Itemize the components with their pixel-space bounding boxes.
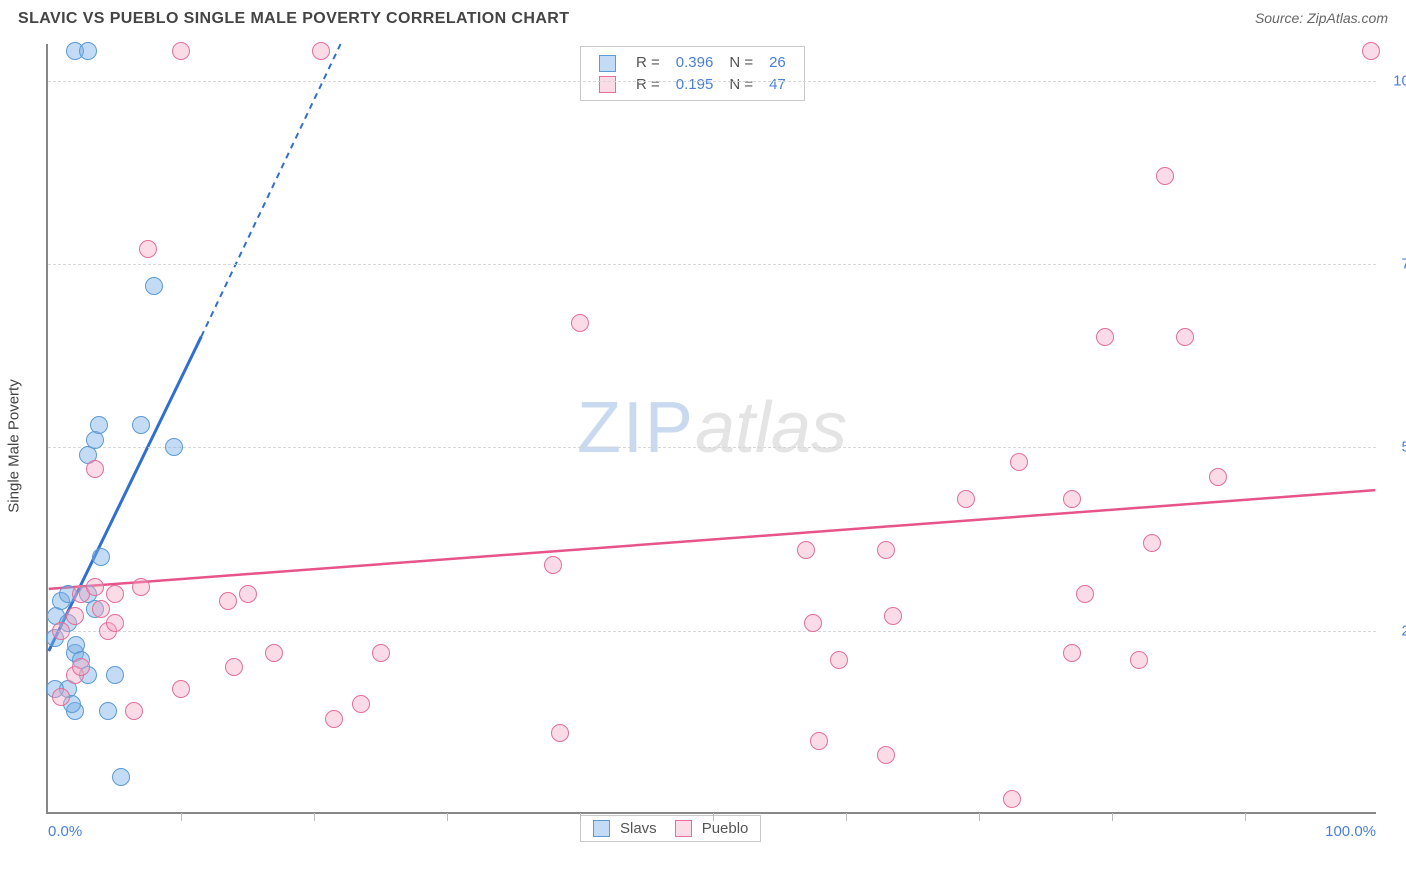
data-point	[830, 651, 848, 669]
x-tick-mark	[846, 813, 847, 821]
x-tick-mark	[1112, 813, 1113, 821]
x-tick-mark	[580, 813, 581, 821]
y-tick-label: 50.0%	[1384, 439, 1406, 456]
data-point	[544, 556, 562, 574]
data-point	[72, 658, 90, 676]
legend-label-pueblo: Pueblo	[702, 820, 749, 837]
watermark: ZIPatlas	[577, 387, 847, 469]
legend-row: R =0.396N =26	[591, 52, 794, 74]
data-point	[106, 614, 124, 632]
gridline-h	[48, 264, 1376, 265]
data-point	[106, 666, 124, 684]
data-point	[86, 460, 104, 478]
data-point	[52, 688, 70, 706]
data-point	[79, 42, 97, 60]
data-point	[66, 607, 84, 625]
x-tick-mark	[713, 813, 714, 821]
y-tick-label: 25.0%	[1384, 622, 1406, 639]
data-point	[877, 746, 895, 764]
data-point	[325, 710, 343, 728]
data-point	[1003, 790, 1021, 808]
data-point	[172, 680, 190, 698]
data-point	[1130, 651, 1148, 669]
data-point	[239, 585, 257, 603]
data-point	[797, 541, 815, 559]
data-point	[225, 658, 243, 676]
data-point	[125, 702, 143, 720]
data-point	[106, 585, 124, 603]
data-point	[139, 240, 157, 258]
data-point	[132, 416, 150, 434]
x-tick-mark	[979, 813, 980, 821]
x-tick-min: 0.0%	[48, 823, 82, 840]
data-point	[1176, 328, 1194, 346]
watermark-atlas: atlas	[695, 388, 847, 468]
data-point	[145, 277, 163, 295]
y-tick-label: 75.0%	[1384, 256, 1406, 273]
data-point	[312, 42, 330, 60]
data-point	[1063, 644, 1081, 662]
watermark-zip: ZIP	[577, 388, 695, 468]
data-point	[132, 578, 150, 596]
data-point	[90, 416, 108, 434]
legend-label-slavs: Slavs	[620, 820, 657, 837]
data-point	[1063, 490, 1081, 508]
x-tick-mark	[1245, 813, 1246, 821]
data-point	[957, 490, 975, 508]
data-point	[92, 548, 110, 566]
data-point	[1156, 167, 1174, 185]
data-point	[352, 695, 370, 713]
trend-lines	[48, 44, 1376, 812]
data-point	[810, 732, 828, 750]
x-tick-mark	[447, 813, 448, 821]
data-point	[165, 438, 183, 456]
data-point	[551, 724, 569, 742]
data-point	[1362, 42, 1380, 60]
data-point	[884, 607, 902, 625]
data-point	[571, 314, 589, 332]
x-tick-mark	[181, 813, 182, 821]
data-point	[1010, 453, 1028, 471]
data-point	[99, 702, 117, 720]
gridline-h	[48, 631, 1376, 632]
data-point	[1096, 328, 1114, 346]
legend-row: R =0.195N =47	[591, 74, 794, 96]
data-point	[1209, 468, 1227, 486]
data-point	[265, 644, 283, 662]
legend-correlation: R =0.396N =26R =0.195N =47	[580, 46, 805, 101]
gridline-h	[48, 81, 1376, 82]
data-point	[219, 592, 237, 610]
plot-area: ZIPatlas R =0.396N =26R =0.195N =47 0.0%…	[46, 44, 1376, 814]
source-attribution: Source: ZipAtlas.com	[1255, 10, 1388, 26]
data-point	[86, 578, 104, 596]
x-tick-max: 100.0%	[1325, 823, 1376, 840]
data-point	[52, 622, 70, 640]
legend-series: Slavs Pueblo	[580, 815, 761, 842]
x-tick-mark	[314, 813, 315, 821]
data-point	[1143, 534, 1161, 552]
data-point	[172, 42, 190, 60]
chart-title: SLAVIC VS PUEBLO SINGLE MALE POVERTY COR…	[18, 10, 569, 28]
legend-item-pueblo: Pueblo	[675, 820, 749, 837]
data-point	[1076, 585, 1094, 603]
y-axis-label: Single Male Poverty	[6, 379, 23, 512]
gridline-h	[48, 447, 1376, 448]
data-point	[372, 644, 390, 662]
y-tick-label: 100.0%	[1384, 72, 1406, 89]
data-point	[92, 600, 110, 618]
legend-item-slavs: Slavs	[593, 820, 657, 837]
data-point	[877, 541, 895, 559]
data-point	[112, 768, 130, 786]
data-point	[804, 614, 822, 632]
